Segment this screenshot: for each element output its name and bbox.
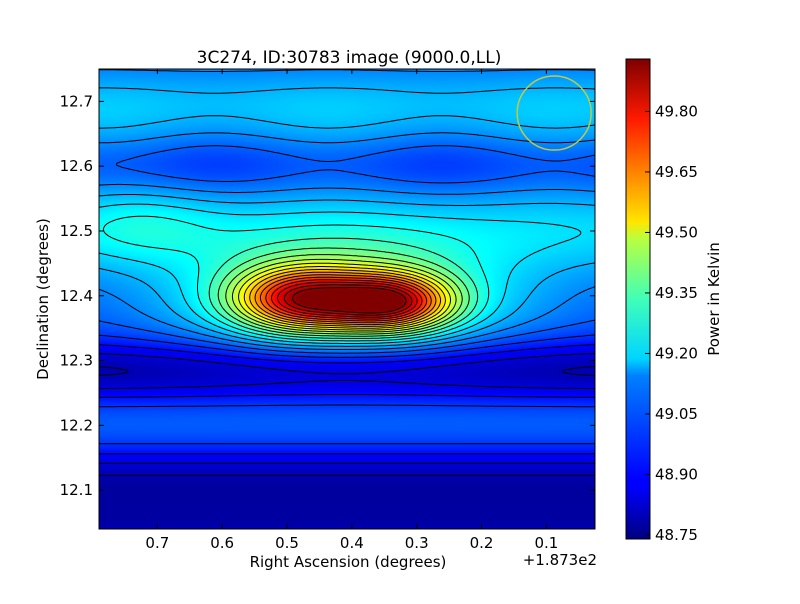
colorbar-label: Power in Kelvin xyxy=(705,242,723,356)
contour-line xyxy=(238,262,451,331)
contour-line xyxy=(102,215,490,342)
colorbar-tick-label: 49.05 xyxy=(655,405,698,423)
x-tick-label: 0.6 xyxy=(210,534,234,552)
contour-line xyxy=(99,203,582,344)
contour-line xyxy=(99,352,595,464)
colorbar-tick-label: 49.80 xyxy=(655,102,698,120)
colorbar-tick-label: 49.20 xyxy=(655,344,698,362)
plot-area xyxy=(99,69,595,529)
x-tick-label: 0.2 xyxy=(470,534,494,552)
x-tick-label: 0.7 xyxy=(145,534,169,552)
y-tick-label: 12.4 xyxy=(60,287,93,305)
y-tick-label: 12.5 xyxy=(60,222,93,240)
contour-line xyxy=(99,145,595,354)
x-tick-label: 0.5 xyxy=(275,534,299,552)
chart-title: 3C274, ID:30783 image (9000.0,LL) xyxy=(197,48,502,68)
contour-line xyxy=(277,281,418,318)
y-tick-label: 12.1 xyxy=(60,481,93,499)
colorbar-tick-label: 49.50 xyxy=(655,223,698,241)
contour-line xyxy=(254,271,437,326)
y-tick-label: 12.7 xyxy=(60,92,93,110)
contour-line xyxy=(283,284,413,316)
x-axis-label: Right Ascension (degrees) xyxy=(250,553,447,571)
x-axis-ticks: 0.7 0.6 0.5 0.4 0.3 0.2 0.1 xyxy=(145,69,558,552)
contour-line xyxy=(265,276,428,322)
contour-line xyxy=(99,69,595,350)
colorbar-tick-label: 48.90 xyxy=(655,465,698,483)
y-tick-label: 12.2 xyxy=(60,416,93,434)
contour-line xyxy=(249,269,442,327)
contour-line xyxy=(99,344,595,455)
colorbar-tick-label: 49.65 xyxy=(655,163,698,181)
x-tick-label: 0.1 xyxy=(534,534,558,552)
contour-line xyxy=(217,247,470,337)
y-axis-ticks: 12.1 12.2 12.3 12.4 12.5 12.6 12.7 xyxy=(60,92,595,499)
x-tick-label: 0.4 xyxy=(340,534,364,552)
heatmap-image xyxy=(99,69,595,529)
contour-line xyxy=(292,287,407,314)
x-axis-offset: +1.873e2 xyxy=(523,551,597,569)
contour-line xyxy=(225,254,463,335)
colorbar-tick-label: 49.35 xyxy=(655,284,698,302)
x-tick-label: 0.3 xyxy=(405,534,429,552)
colorbar-ticks: 48.75 48.90 49.05 49.20 49.35 49.50 49.65 49.80 xyxy=(645,102,698,544)
colorbar-tick-label: 48.75 xyxy=(655,526,698,544)
y-tick-label: 12.6 xyxy=(60,157,93,175)
contour-line xyxy=(259,274,432,324)
contour-line xyxy=(99,87,595,347)
beam-circle xyxy=(516,75,592,151)
plot-frame xyxy=(98,68,596,530)
contour-line xyxy=(99,334,595,445)
contour-line xyxy=(271,279,423,320)
contour-line xyxy=(243,266,446,329)
y-tick-label: 12.3 xyxy=(60,352,93,370)
contour-line xyxy=(99,365,595,476)
contour-line xyxy=(231,258,457,333)
contour-line xyxy=(208,237,479,339)
colorbar xyxy=(625,58,651,540)
y-axis-label: Declination (degrees) xyxy=(34,218,52,380)
contour-lines xyxy=(99,69,595,476)
